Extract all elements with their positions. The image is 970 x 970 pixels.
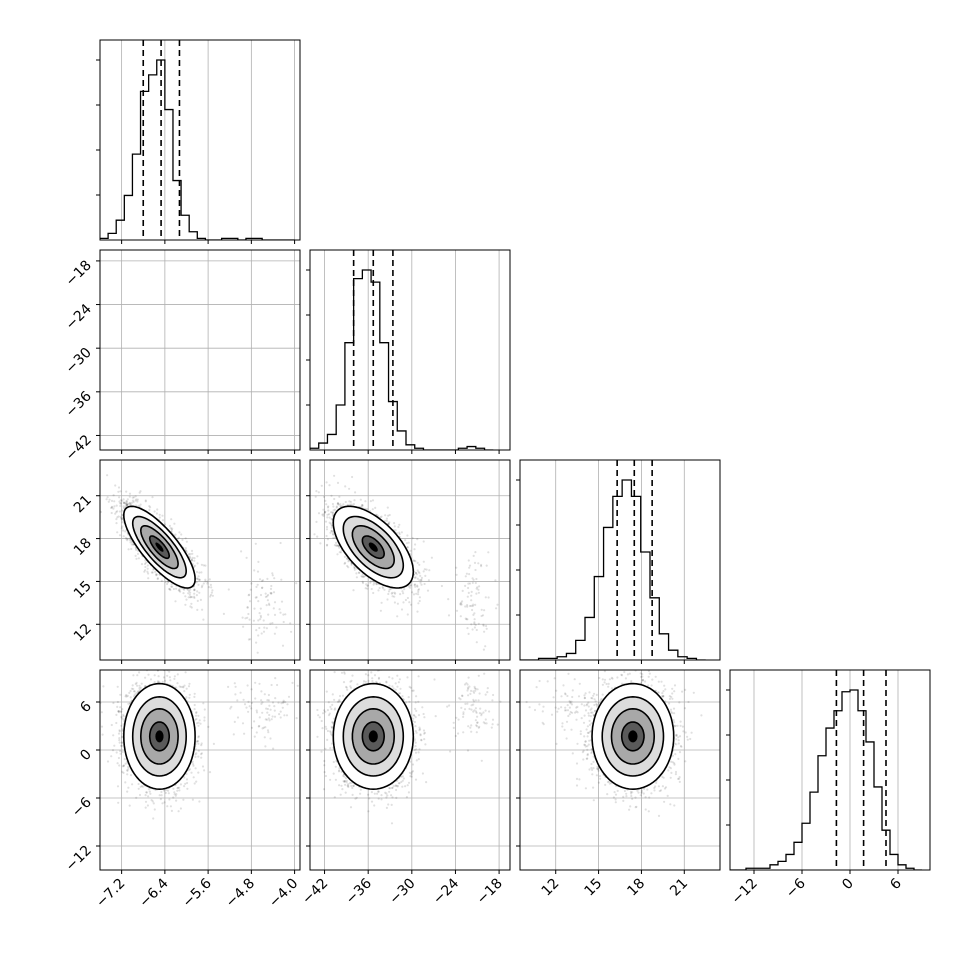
y-tick-label: −42	[63, 432, 95, 464]
x-tick-label: −12	[729, 876, 761, 908]
scatter-point	[111, 500, 113, 502]
y-tick-label: −36	[63, 388, 95, 420]
panel-frame	[310, 250, 510, 450]
histogram-panel-1	[306, 250, 510, 454]
scatter-point	[107, 496, 109, 498]
scatter-point	[180, 533, 182, 535]
histogram-step-line	[100, 60, 295, 240]
scatter-point	[174, 534, 176, 536]
panel-frame	[520, 460, 720, 660]
scatter-point	[189, 594, 191, 596]
histogram-panel-0	[96, 40, 300, 244]
scatter-point	[116, 531, 118, 533]
scatter-point	[144, 566, 146, 568]
y-tick-label: −18	[63, 257, 95, 289]
scatter-point	[186, 541, 188, 543]
scatter-point	[184, 604, 186, 606]
histogram-panel-3: −12 −6 0 6	[726, 670, 930, 908]
panel-frame	[100, 250, 300, 450]
scatter-point	[193, 560, 195, 562]
histogram-step-line	[730, 690, 922, 870]
scatter-point	[119, 534, 121, 536]
scatter-point	[118, 486, 120, 488]
x-tick-label: 0	[839, 876, 857, 894]
scatter-point	[129, 496, 131, 498]
scatter-point	[137, 553, 139, 555]
scatter-point	[206, 582, 208, 584]
scatter-point	[148, 509, 150, 511]
scatter-point	[196, 609, 198, 611]
scatter-point	[130, 548, 132, 550]
histogram-panel-2	[516, 460, 720, 664]
scatter-point	[170, 518, 172, 520]
scatter-points	[100, 474, 298, 654]
scatter-point	[129, 493, 131, 495]
x-tick-label: −6	[783, 875, 809, 901]
scatter-point	[122, 529, 124, 531]
scatter-point	[161, 580, 163, 582]
scatter-point	[165, 581, 167, 583]
scatter-point	[129, 541, 131, 543]
scatter-point	[115, 522, 117, 524]
joint-panel-1-0: −42 −36 −30 −24 −18	[0, 158, 300, 464]
scatter-point	[111, 512, 113, 514]
scatter-point	[208, 586, 210, 588]
scatter-point	[125, 537, 127, 539]
scatter-point	[198, 575, 200, 577]
scatter-point	[138, 557, 140, 559]
scatter-point	[200, 599, 202, 601]
scatter-point	[156, 512, 158, 514]
scatter-point	[162, 519, 164, 521]
scatter-point	[149, 506, 151, 508]
histogram-step-line	[310, 270, 493, 450]
x-tick-label: 6	[887, 875, 905, 893]
scatter-point	[191, 550, 193, 552]
panel-frame	[100, 40, 300, 240]
y-tick-label: −24	[63, 301, 95, 333]
scatter-point	[191, 606, 193, 608]
scatter-point	[211, 589, 213, 591]
histogram-step-line	[520, 480, 706, 660]
scatter-point	[156, 508, 158, 510]
scatter-point	[109, 499, 111, 501]
scatter-point	[135, 558, 137, 560]
scatter-point	[173, 588, 175, 590]
y-tick-label: −30	[63, 345, 95, 377]
scatter-point	[116, 505, 118, 507]
scatter-point	[117, 491, 119, 493]
panel-frame	[730, 670, 930, 870]
scatter-point	[108, 501, 110, 503]
